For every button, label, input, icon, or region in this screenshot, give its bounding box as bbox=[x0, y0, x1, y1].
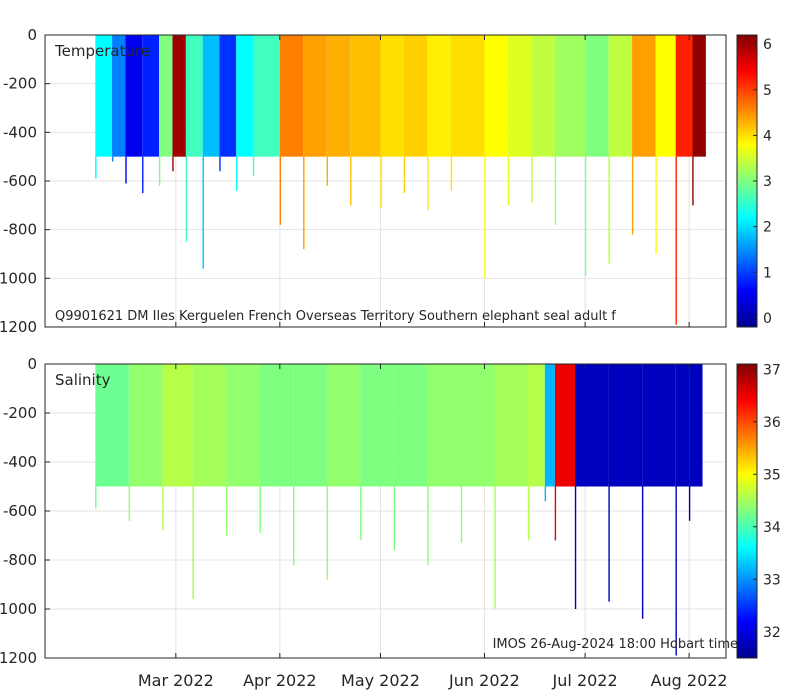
temperature-y-tick-label: 0 bbox=[27, 26, 37, 44]
salinity-profile-block bbox=[162, 364, 193, 487]
temperature-profile-block bbox=[380, 35, 404, 157]
salinity-colorbar-tick-label: 34 bbox=[763, 520, 781, 536]
temperature-y-tick-label: -800 bbox=[3, 221, 37, 239]
temperature-profile-block bbox=[554, 35, 586, 157]
salinity-profiles bbox=[95, 364, 703, 656]
salinity-profile-block bbox=[608, 364, 643, 487]
temperature-colorbar-tick-label: 1 bbox=[763, 265, 772, 281]
salinity-profile-block bbox=[226, 364, 260, 487]
temperature-profile-block bbox=[142, 35, 160, 157]
temperature-profile-block bbox=[427, 35, 451, 157]
temperature-y-tick-label: -1000 bbox=[0, 269, 37, 287]
salinity-x-ticks: Mar 2022 Apr 2022 May 2022 Jun 2022 Jul 2022… bbox=[138, 364, 728, 690]
temperature-profile-block bbox=[484, 35, 508, 157]
temperature-colorbar-tick-label: 2 bbox=[763, 220, 772, 236]
salinity-profile-block bbox=[494, 364, 529, 487]
temperature-profile-block bbox=[159, 35, 173, 157]
salinity-profile-block bbox=[544, 364, 555, 487]
salinity-colorbar-tick-label: 37 bbox=[763, 362, 781, 378]
temperature-profile-block bbox=[219, 35, 237, 157]
salinity-profile-block bbox=[360, 364, 394, 487]
salinity-title: Salinity bbox=[55, 371, 111, 389]
salinity-profile-block bbox=[575, 364, 609, 487]
salinity-profile-block bbox=[675, 364, 690, 487]
salinity-y-ticks: 0 -200 -400 -600 -800 -1000 -1200 bbox=[0, 355, 50, 667]
temperature-profile-block bbox=[450, 35, 485, 157]
temperature-profile-block bbox=[202, 35, 220, 157]
temperature-profile-block bbox=[185, 35, 203, 157]
temperature-profile-block bbox=[608, 35, 633, 157]
temperature-profile-block bbox=[585, 35, 609, 157]
temperature-colorbar-tick-label: 5 bbox=[763, 83, 772, 99]
temperature-profile-block bbox=[326, 35, 351, 157]
salinity-profile-block bbox=[642, 364, 676, 487]
temperature-panel: 0-200-400-600-800-1000-1200 Temperature … bbox=[0, 26, 772, 336]
salinity-y-tick-label: -200 bbox=[3, 404, 37, 422]
temperature-y-tick-label: -1200 bbox=[0, 318, 37, 336]
salinity-panel: 0 -200 -400 -600 -800 -1000 -1200 Mar 2022 Apr … bbox=[0, 355, 781, 690]
temperature-profile-block bbox=[303, 35, 327, 157]
salinity-x-tick-label: May 2022 bbox=[341, 671, 420, 690]
temperature-colorbar-ticks: 0 1 2 3 4 5 6 bbox=[753, 37, 772, 327]
salinity-profile-block bbox=[326, 364, 361, 487]
temperature-profiles bbox=[95, 35, 706, 325]
temperature-annotation: Q9901621 DM Iles Kerguelen French Overse… bbox=[55, 309, 616, 324]
temperature-profile-block bbox=[236, 35, 253, 157]
temperature-profile-block bbox=[531, 35, 555, 157]
temperature-colorbar-tick-label: 4 bbox=[763, 128, 772, 144]
salinity-x-tick-label: Mar 2022 bbox=[138, 671, 214, 690]
temperature-x-ticks bbox=[175, 35, 690, 327]
salinity-y-tick-label: -1000 bbox=[0, 600, 37, 618]
salinity-profile-block bbox=[293, 364, 327, 487]
temperature-y-tick-label: -600 bbox=[3, 172, 37, 190]
temperature-profile-block bbox=[403, 35, 428, 157]
salinity-profile-block bbox=[528, 364, 545, 487]
salinity-y-tick-label: -1200 bbox=[0, 649, 37, 667]
salinity-profile-block bbox=[128, 364, 163, 487]
temperature-profile-block bbox=[252, 35, 280, 157]
temperature-profile-block bbox=[172, 35, 186, 157]
salinity-profile-block bbox=[192, 364, 227, 487]
temperature-y-tick-label: -400 bbox=[3, 123, 37, 141]
salinity-x-tick-label: Apr 2022 bbox=[243, 671, 316, 690]
temperature-colorbar-tick-label: 3 bbox=[763, 174, 772, 190]
temperature-colorbar-tick-label: 6 bbox=[763, 37, 772, 53]
salinity-profile-block bbox=[554, 364, 576, 487]
temperature-profile-block bbox=[279, 35, 304, 157]
temperature-colorbar-tick-label: 0 bbox=[763, 311, 772, 327]
salinity-profile-block bbox=[460, 364, 495, 487]
temperature-profile-block bbox=[692, 35, 706, 157]
salinity-x-tick-label: Aug 2022 bbox=[651, 671, 728, 690]
temperature-profile-block bbox=[507, 35, 532, 157]
temperature-profile-block bbox=[95, 35, 113, 157]
salinity-colorbar bbox=[736, 363, 758, 659]
salinity-colorbar-tick-label: 36 bbox=[763, 415, 781, 431]
salinity-x-tick-label: Jul 2022 bbox=[552, 671, 618, 690]
temperature-profile-block bbox=[350, 35, 381, 157]
salinity-profile-block bbox=[95, 364, 129, 487]
salinity-profile-block bbox=[689, 364, 703, 487]
salinity-colorbar-tick-label: 33 bbox=[763, 572, 781, 588]
salinity-y-tick-label: -800 bbox=[3, 551, 37, 569]
temperature-y-tick-label: -200 bbox=[3, 75, 37, 93]
salinity-colorbar-tick-label: 32 bbox=[763, 625, 781, 641]
temperature-profile-block bbox=[632, 35, 656, 157]
salinity-x-tick-label: Jun 2022 bbox=[448, 671, 520, 690]
salinity-y-tick-label: -400 bbox=[3, 453, 37, 471]
salinity-annotation: IMOS 26-Aug-2024 18:00 Hobart time bbox=[493, 637, 738, 652]
salinity-colorbar-ticks: 32 33 34 35 36 37 bbox=[753, 362, 781, 641]
temperature-profile-block bbox=[655, 35, 676, 157]
temperature-profile-block bbox=[675, 35, 693, 157]
temperature-title: Temperature bbox=[54, 42, 150, 60]
temperature-profile-block bbox=[112, 35, 126, 157]
temperature-y-ticks: 0 -200 -400 -600 -800 -1000 -1200 bbox=[0, 26, 50, 336]
salinity-y-tick-label: -600 bbox=[3, 502, 37, 520]
salinity-colorbar-tick-label: 35 bbox=[763, 467, 781, 483]
salinity-y-tick-label: 0 bbox=[27, 355, 37, 373]
temperature-profile-block bbox=[125, 35, 143, 157]
salinity-profile-block bbox=[393, 364, 428, 487]
salinity-profile-block bbox=[259, 364, 294, 487]
salinity-profile-block bbox=[427, 364, 461, 487]
